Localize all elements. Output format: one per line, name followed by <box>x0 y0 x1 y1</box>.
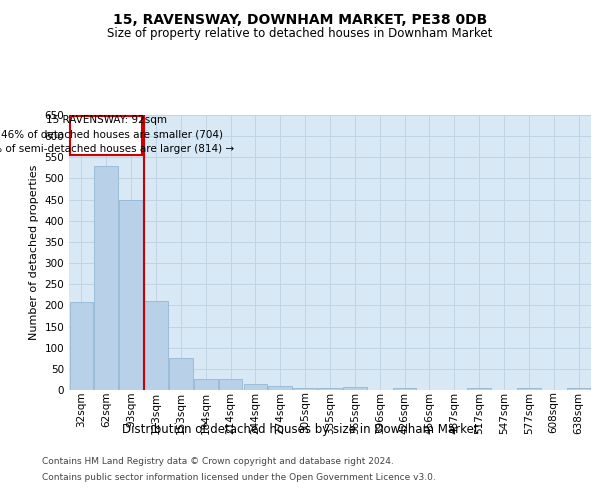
Text: Size of property relative to detached houses in Downham Market: Size of property relative to detached ho… <box>107 28 493 40</box>
Bar <box>318 388 342 390</box>
Bar <box>244 384 267 390</box>
Bar <box>144 301 168 390</box>
Bar <box>169 358 193 390</box>
Text: 15 RAVENSWAY: 92sqm: 15 RAVENSWAY: 92sqm <box>46 115 167 125</box>
Y-axis label: Number of detached properties: Number of detached properties <box>29 165 39 340</box>
Text: 53% of semi-detached houses are larger (814) →: 53% of semi-detached houses are larger (… <box>0 144 234 154</box>
FancyBboxPatch shape <box>70 116 142 155</box>
Bar <box>119 200 143 390</box>
Text: ← 46% of detached houses are smaller (704): ← 46% of detached houses are smaller (70… <box>0 130 223 140</box>
Bar <box>70 302 93 390</box>
Bar <box>393 388 416 390</box>
Text: Contains HM Land Registry data © Crown copyright and database right 2024.: Contains HM Land Registry data © Crown c… <box>42 458 394 466</box>
Bar <box>567 388 590 390</box>
Bar <box>343 386 367 390</box>
Text: 15, RAVENSWAY, DOWNHAM MARKET, PE38 0DB: 15, RAVENSWAY, DOWNHAM MARKET, PE38 0DB <box>113 12 487 26</box>
Bar <box>268 386 292 390</box>
Text: Contains public sector information licensed under the Open Government Licence v3: Contains public sector information licen… <box>42 472 436 482</box>
Bar <box>219 380 242 390</box>
Bar <box>293 388 317 390</box>
Bar <box>194 380 218 390</box>
Bar <box>517 388 541 390</box>
Bar <box>467 388 491 390</box>
Bar <box>94 166 118 390</box>
Text: Distribution of detached houses by size in Downham Market: Distribution of detached houses by size … <box>122 422 478 436</box>
